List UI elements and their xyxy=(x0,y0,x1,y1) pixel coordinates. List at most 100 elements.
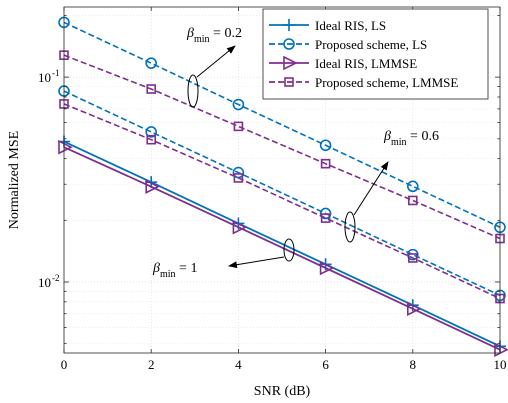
legend-label: Proposed scheme, LMMSE xyxy=(315,75,458,90)
legend-item: Ideal RIS, LS xyxy=(269,18,386,33)
series-1 xyxy=(58,139,508,357)
y-axis-label: Normalized MSE xyxy=(7,131,22,229)
data-point-circle xyxy=(406,248,419,261)
annotation-ellipse xyxy=(283,238,295,262)
plot-frame xyxy=(63,6,501,354)
annotation-arrow xyxy=(228,256,285,269)
data-point-square xyxy=(407,253,418,263)
data-point xyxy=(145,179,160,194)
annotation-label: βmin = 0.6 xyxy=(383,129,439,148)
data-point-triangle xyxy=(319,260,335,276)
series-line xyxy=(63,146,501,351)
data-point-square xyxy=(320,213,331,223)
data-point-circle xyxy=(232,98,245,111)
series-line xyxy=(63,54,501,240)
data-point xyxy=(406,301,422,317)
annotation-label: βmin = 1 xyxy=(152,261,197,280)
data-point-triangle xyxy=(145,179,160,194)
legend-box xyxy=(262,8,489,100)
data-point xyxy=(284,77,294,87)
data-point-square xyxy=(146,84,156,94)
data-point xyxy=(146,134,156,145)
y-tick-label-exponent: -1 xyxy=(52,68,60,78)
data-point-square xyxy=(284,77,294,87)
series-line xyxy=(63,140,501,348)
y-tick-label: 10 -2 xyxy=(38,273,60,290)
series-line xyxy=(63,103,501,300)
data-point-plus xyxy=(283,19,295,31)
data-point-circle xyxy=(406,180,419,193)
data-point xyxy=(233,173,244,183)
x-tick-label: 6 xyxy=(322,357,329,372)
annotation-subscript: min xyxy=(391,137,407,148)
data-point-square xyxy=(407,195,418,206)
data-point xyxy=(233,121,244,132)
annotation-subscript: min xyxy=(194,34,210,45)
annotation-subscript: min xyxy=(160,269,176,280)
data-point xyxy=(319,139,332,152)
annotation-ellipse xyxy=(344,211,356,243)
data-point-triangle xyxy=(406,301,422,317)
annotation-value: = 0.6 xyxy=(407,129,439,144)
annotation-label: βmin = 0.2 xyxy=(186,26,242,45)
legend-item: Ideal RIS, LMMSE xyxy=(269,55,417,71)
data-point xyxy=(319,207,332,220)
data-point xyxy=(283,19,295,31)
x-axis-label: SNR (dB) xyxy=(254,384,311,399)
data-point xyxy=(145,126,157,138)
data-point xyxy=(406,180,419,193)
annotation-arrow xyxy=(196,45,236,78)
data-point xyxy=(58,139,73,155)
x-tick-label: 4 xyxy=(235,357,242,372)
data-point-triangle xyxy=(232,219,248,235)
legend-item: Proposed scheme, LMMSE xyxy=(269,75,458,90)
data-point xyxy=(232,98,245,111)
data-point xyxy=(319,260,335,276)
data-point-circle xyxy=(145,126,157,138)
x-tick-label: 10 xyxy=(494,357,507,372)
annotation-ellipse xyxy=(187,74,199,108)
data-point xyxy=(232,219,248,235)
data-point-triangle xyxy=(283,55,298,71)
y-tick-label: 10 -1 xyxy=(38,68,60,85)
y-tick-label-exponent: -2 xyxy=(52,273,60,283)
data-point-circle xyxy=(319,139,332,152)
series-line xyxy=(63,90,501,297)
data-point-circle xyxy=(145,57,157,69)
data-point xyxy=(145,57,157,69)
data-point-triangle xyxy=(494,342,508,357)
legend-label: Proposed scheme, LS xyxy=(315,37,427,52)
data-point xyxy=(320,158,331,169)
data-point xyxy=(406,248,419,261)
data-point-triangle xyxy=(58,139,73,155)
series-line xyxy=(63,21,501,228)
data-point xyxy=(407,253,418,263)
y-tick-label-base: 10 xyxy=(38,70,51,85)
data-point-square xyxy=(233,121,244,132)
data-point-square xyxy=(320,158,331,169)
annotation-value: = 1 xyxy=(176,261,198,276)
annotation-symbol: β xyxy=(186,26,194,41)
annotation-value: = 0.2 xyxy=(210,26,242,41)
annotation-symbol: β xyxy=(152,261,160,276)
data-point xyxy=(320,213,331,223)
x-tick-label: 8 xyxy=(410,357,417,372)
legend-label: Ideal RIS, LS xyxy=(315,18,386,33)
data-point xyxy=(146,84,156,94)
legend: Ideal RIS, LS Proposed scheme, LS Ideal RI… xyxy=(262,8,489,100)
legend-label: Ideal RIS, LMMSE xyxy=(315,56,417,71)
legend-item: Proposed scheme, LS xyxy=(269,37,427,52)
data-point xyxy=(283,55,298,71)
x-tick-label: 2 xyxy=(148,357,155,372)
data-point xyxy=(407,195,418,206)
axis-labels: SNR (dB) Normalized MSE xyxy=(7,131,311,399)
data-point-square xyxy=(146,134,156,145)
annotation-arrow xyxy=(353,161,389,216)
y-tick-label-base: 10 xyxy=(38,275,51,290)
data-point xyxy=(494,342,508,357)
data-point-circle xyxy=(319,207,332,220)
x-tick-label: 0 xyxy=(61,357,68,372)
